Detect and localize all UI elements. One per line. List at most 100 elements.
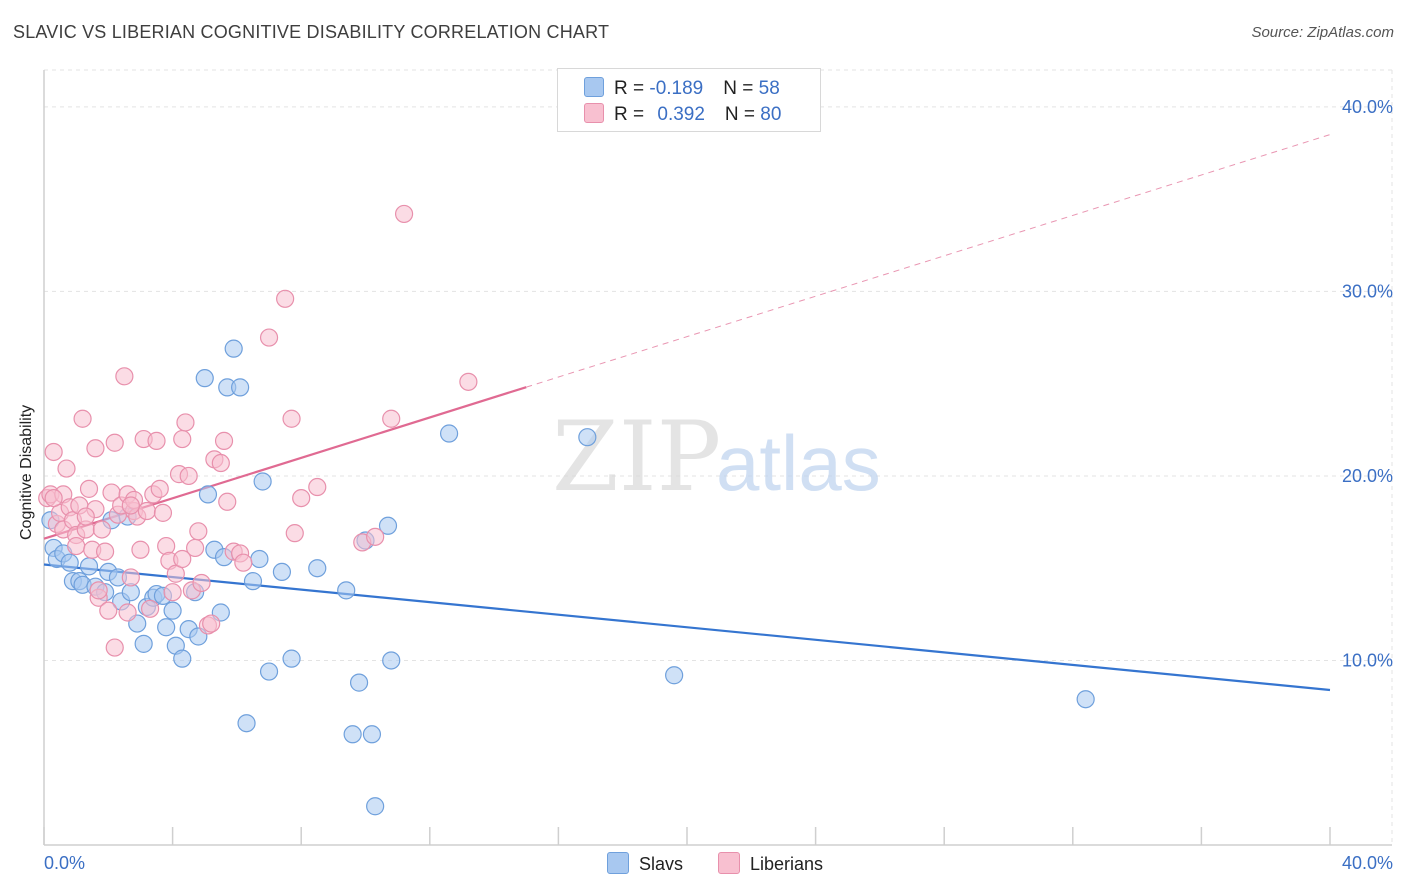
data-point-liberians (366, 527, 385, 546)
data-point-liberians (276, 289, 295, 308)
data-point-liberians (179, 466, 198, 486)
y-tick-label: 40.0% (1342, 97, 1393, 117)
data-point-liberians (163, 583, 182, 602)
data-point-slavs (308, 559, 327, 578)
data-point-slavs (250, 549, 269, 569)
data-point-liberians (218, 492, 237, 511)
data-point-slavs (157, 618, 176, 637)
data-point-slavs (79, 557, 99, 576)
bottom-legend-swatch-liberians (718, 852, 740, 874)
data-point-liberians (76, 507, 95, 526)
data-point-liberians (459, 372, 478, 391)
legend-r-value-liberians: 0.392 (657, 104, 705, 125)
x-tick-label: 40.0% (1342, 853, 1393, 873)
data-point-liberians (382, 409, 401, 428)
data-point-liberians (292, 488, 311, 508)
data-point-slavs (349, 673, 369, 692)
data-point-liberians (308, 477, 327, 497)
y-tick-label: 30.0% (1342, 281, 1393, 301)
data-point-liberians (92, 520, 111, 539)
data-point-slavs (343, 725, 362, 744)
data-point-slavs (578, 428, 597, 447)
axis-layer (43, 70, 1392, 846)
data-point-liberians (214, 431, 234, 450)
watermark-zip: ZIP (552, 401, 721, 513)
bottom-legend: Slavs Liberians (0, 852, 1406, 878)
data-point-slavs (1076, 690, 1095, 709)
data-point-slavs (366, 797, 385, 816)
data-point-liberians (176, 413, 195, 432)
data-point-liberians (147, 431, 166, 450)
bottom-legend-liberians[interactable]: Liberians (718, 852, 823, 875)
y-axis-label: Cognitive Disability (18, 404, 35, 540)
data-point-slavs (134, 634, 153, 653)
data-point-slavs (272, 562, 292, 582)
data-point-liberians (73, 409, 92, 428)
data-point-liberians (131, 540, 150, 559)
data-point-liberians (137, 501, 156, 521)
data-point-liberians (121, 496, 140, 515)
data-point-slavs (198, 485, 218, 504)
data-point-liberians (394, 204, 414, 224)
chart-title: SLAVIC VS LIBERIAN COGNITIVE DISABILITY … (13, 22, 610, 42)
data-point-liberians (105, 638, 124, 657)
data-point-liberians (86, 439, 105, 458)
data-point-slavs (60, 553, 79, 572)
legend-r-label: R = (614, 104, 650, 125)
legend-n-label: N = (723, 78, 759, 99)
data-point-liberians (186, 538, 205, 558)
legend-r-value-slavs: -0.189 (649, 78, 704, 99)
data-point-liberians (285, 524, 304, 543)
data-point-liberians (99, 601, 118, 620)
data-point-slavs (253, 472, 272, 491)
data-point-liberians (89, 581, 108, 600)
data-point-slavs (231, 378, 250, 397)
data-point-slavs (259, 662, 279, 681)
data-point-liberians (282, 409, 301, 428)
data-point-slavs (665, 666, 684, 685)
legend-n-value-slavs: 58 (758, 78, 780, 99)
legend-r-label: R = (614, 78, 650, 99)
data-point-liberians (67, 536, 86, 556)
data-point-liberians (140, 599, 160, 618)
y-tick-label: 20.0% (1342, 466, 1393, 486)
legend-row-liberians: R = 0.392 N = 80 (584, 103, 781, 126)
data-point-liberians (95, 542, 115, 561)
legend: R = -0.189 N = 58 R = 0.392 N = 80 (557, 68, 821, 132)
watermark: ZIP atlas (552, 401, 881, 513)
source-label: Source: ZipAtlas.com (1251, 24, 1394, 41)
data-point-slavs (237, 714, 256, 733)
data-point-slavs (378, 516, 398, 535)
data-point-liberians (259, 328, 279, 347)
data-point-slavs (362, 725, 382, 744)
legend-swatch-liberians (584, 103, 604, 123)
bottom-legend-label-slavs: Slavs (639, 854, 684, 874)
data-point-liberians (44, 442, 63, 462)
trend-line-liberians-extrapolated (526, 134, 1331, 388)
data-point-slavs (163, 601, 182, 620)
data-point-liberians (192, 573, 211, 593)
x-tick-label: 0.0% (44, 853, 85, 873)
bottom-legend-swatch-slavs (607, 852, 629, 874)
data-point-slavs (243, 572, 263, 591)
trend-line-slavs (43, 563, 1331, 692)
legend-n-label: N = (724, 104, 761, 125)
data-point-liberians (57, 459, 76, 478)
data-point-liberians (79, 479, 99, 498)
data-point-liberians (234, 553, 253, 572)
data-point-liberians (153, 503, 173, 522)
data-point-liberians (44, 488, 63, 508)
legend-swatch-slavs (584, 77, 604, 97)
data-point-slavs (195, 369, 214, 388)
data-point-liberians (211, 453, 230, 473)
data-point-liberians (115, 367, 134, 386)
data-point-slavs (382, 651, 401, 670)
bottom-legend-slavs[interactable]: Slavs (607, 852, 683, 875)
y-tick-label: 10.0% (1342, 650, 1393, 670)
data-point-liberians (150, 479, 169, 498)
data-point-slavs (224, 339, 243, 358)
data-point-liberians (202, 614, 221, 633)
data-point-liberians (118, 603, 137, 622)
data-point-liberians (121, 568, 140, 587)
